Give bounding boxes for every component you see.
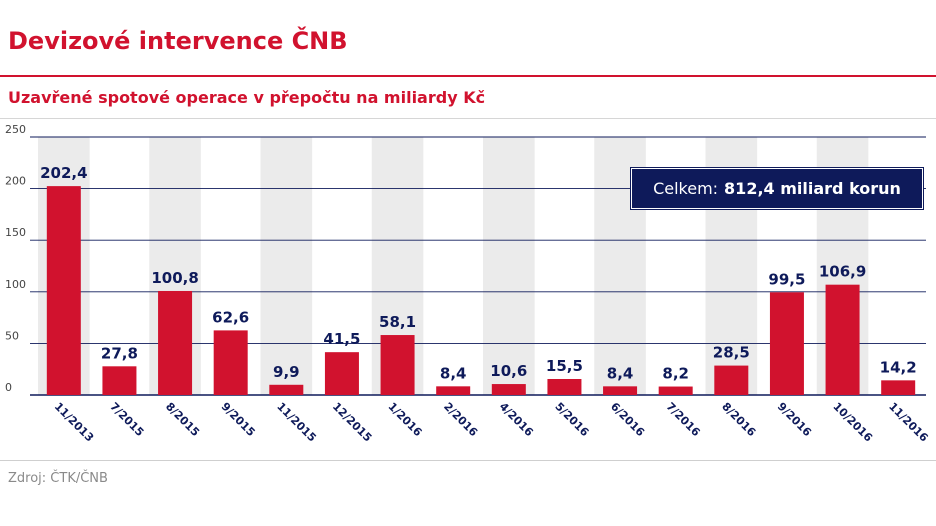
bar xyxy=(158,290,193,395)
x-tick-label: 1/2016 xyxy=(385,400,424,439)
x-tick-label: 7/2015 xyxy=(107,400,146,439)
x-tick-label: 9/2015 xyxy=(219,400,258,439)
chart-subtitle: Uzavřené spotové operace v přepočtu na m… xyxy=(8,88,486,107)
bar xyxy=(603,386,638,395)
bar-value-label: 58,1 xyxy=(379,313,416,331)
total-prefix: Celkem: xyxy=(653,179,719,198)
x-tick-label: 7/2016 xyxy=(664,400,703,439)
bar xyxy=(436,386,471,395)
y-tick-label: 0 xyxy=(5,381,12,394)
y-tick-label: 150 xyxy=(5,226,26,239)
bar-value-label: 14,2 xyxy=(880,358,917,376)
x-tick-label: 11/2015 xyxy=(274,400,319,445)
bar xyxy=(102,366,137,395)
bar xyxy=(491,384,526,395)
bar-value-label: 62,6 xyxy=(212,308,249,326)
background-band xyxy=(260,137,313,395)
bar-value-label: 8,4 xyxy=(607,364,634,382)
bar-value-label: 41,5 xyxy=(323,330,360,348)
bar xyxy=(825,284,860,395)
x-tick-label: 10/2016 xyxy=(830,400,875,445)
bar xyxy=(658,386,693,395)
bar xyxy=(46,186,81,395)
bar xyxy=(269,384,304,395)
bar-value-label: 27,8 xyxy=(101,344,138,362)
bar-value-label: 8,2 xyxy=(662,365,689,383)
bar-value-label: 8,4 xyxy=(440,364,467,382)
bar-value-label: 106,9 xyxy=(819,263,866,281)
x-tick-label: 11/2016 xyxy=(886,400,931,445)
x-tick-label: 9/2016 xyxy=(775,400,814,439)
bar xyxy=(380,335,415,395)
subtitle-divider xyxy=(0,118,936,119)
chart-title: Devizové intervence ČNB xyxy=(8,27,348,55)
source-note: Zdroj: ČTK/ČNB xyxy=(8,471,108,486)
total-value: 812,4 miliard korun xyxy=(724,179,901,198)
x-tick-label: 11/2013 xyxy=(52,400,97,445)
x-tick-label: 12/2015 xyxy=(330,400,375,445)
bar-value-label: 202,4 xyxy=(40,164,87,182)
footer-divider xyxy=(0,460,936,461)
title-divider xyxy=(0,75,936,77)
x-tick-label: 6/2016 xyxy=(608,400,647,439)
bar xyxy=(881,380,916,395)
y-tick-label: 250 xyxy=(5,123,26,136)
background-band xyxy=(483,137,535,395)
y-tick-label: 100 xyxy=(5,278,26,291)
bar-value-label: 15,5 xyxy=(546,357,583,375)
bar-value-label: 99,5 xyxy=(768,270,805,288)
total-summary-box: Celkem: 812,4 miliard korun xyxy=(630,167,924,210)
bar-value-label: 100,8 xyxy=(151,269,198,287)
y-tick-label: 200 xyxy=(5,175,26,188)
x-tick-label: 2/2016 xyxy=(441,400,480,439)
x-tick-label: 8/2015 xyxy=(163,400,202,439)
y-tick-label: 50 xyxy=(5,329,19,342)
bar xyxy=(547,379,582,395)
bar-value-label: 9,9 xyxy=(273,363,300,381)
bar xyxy=(714,365,749,395)
x-tick-label: 8/2016 xyxy=(719,400,758,439)
bar xyxy=(213,330,248,395)
bar-value-label: 10,6 xyxy=(490,362,527,380)
bar-value-label: 28,5 xyxy=(713,344,750,362)
bar xyxy=(324,352,359,395)
bar xyxy=(769,292,804,395)
x-tick-label: 4/2016 xyxy=(497,400,536,439)
x-tick-label: 5/2016 xyxy=(552,400,591,439)
